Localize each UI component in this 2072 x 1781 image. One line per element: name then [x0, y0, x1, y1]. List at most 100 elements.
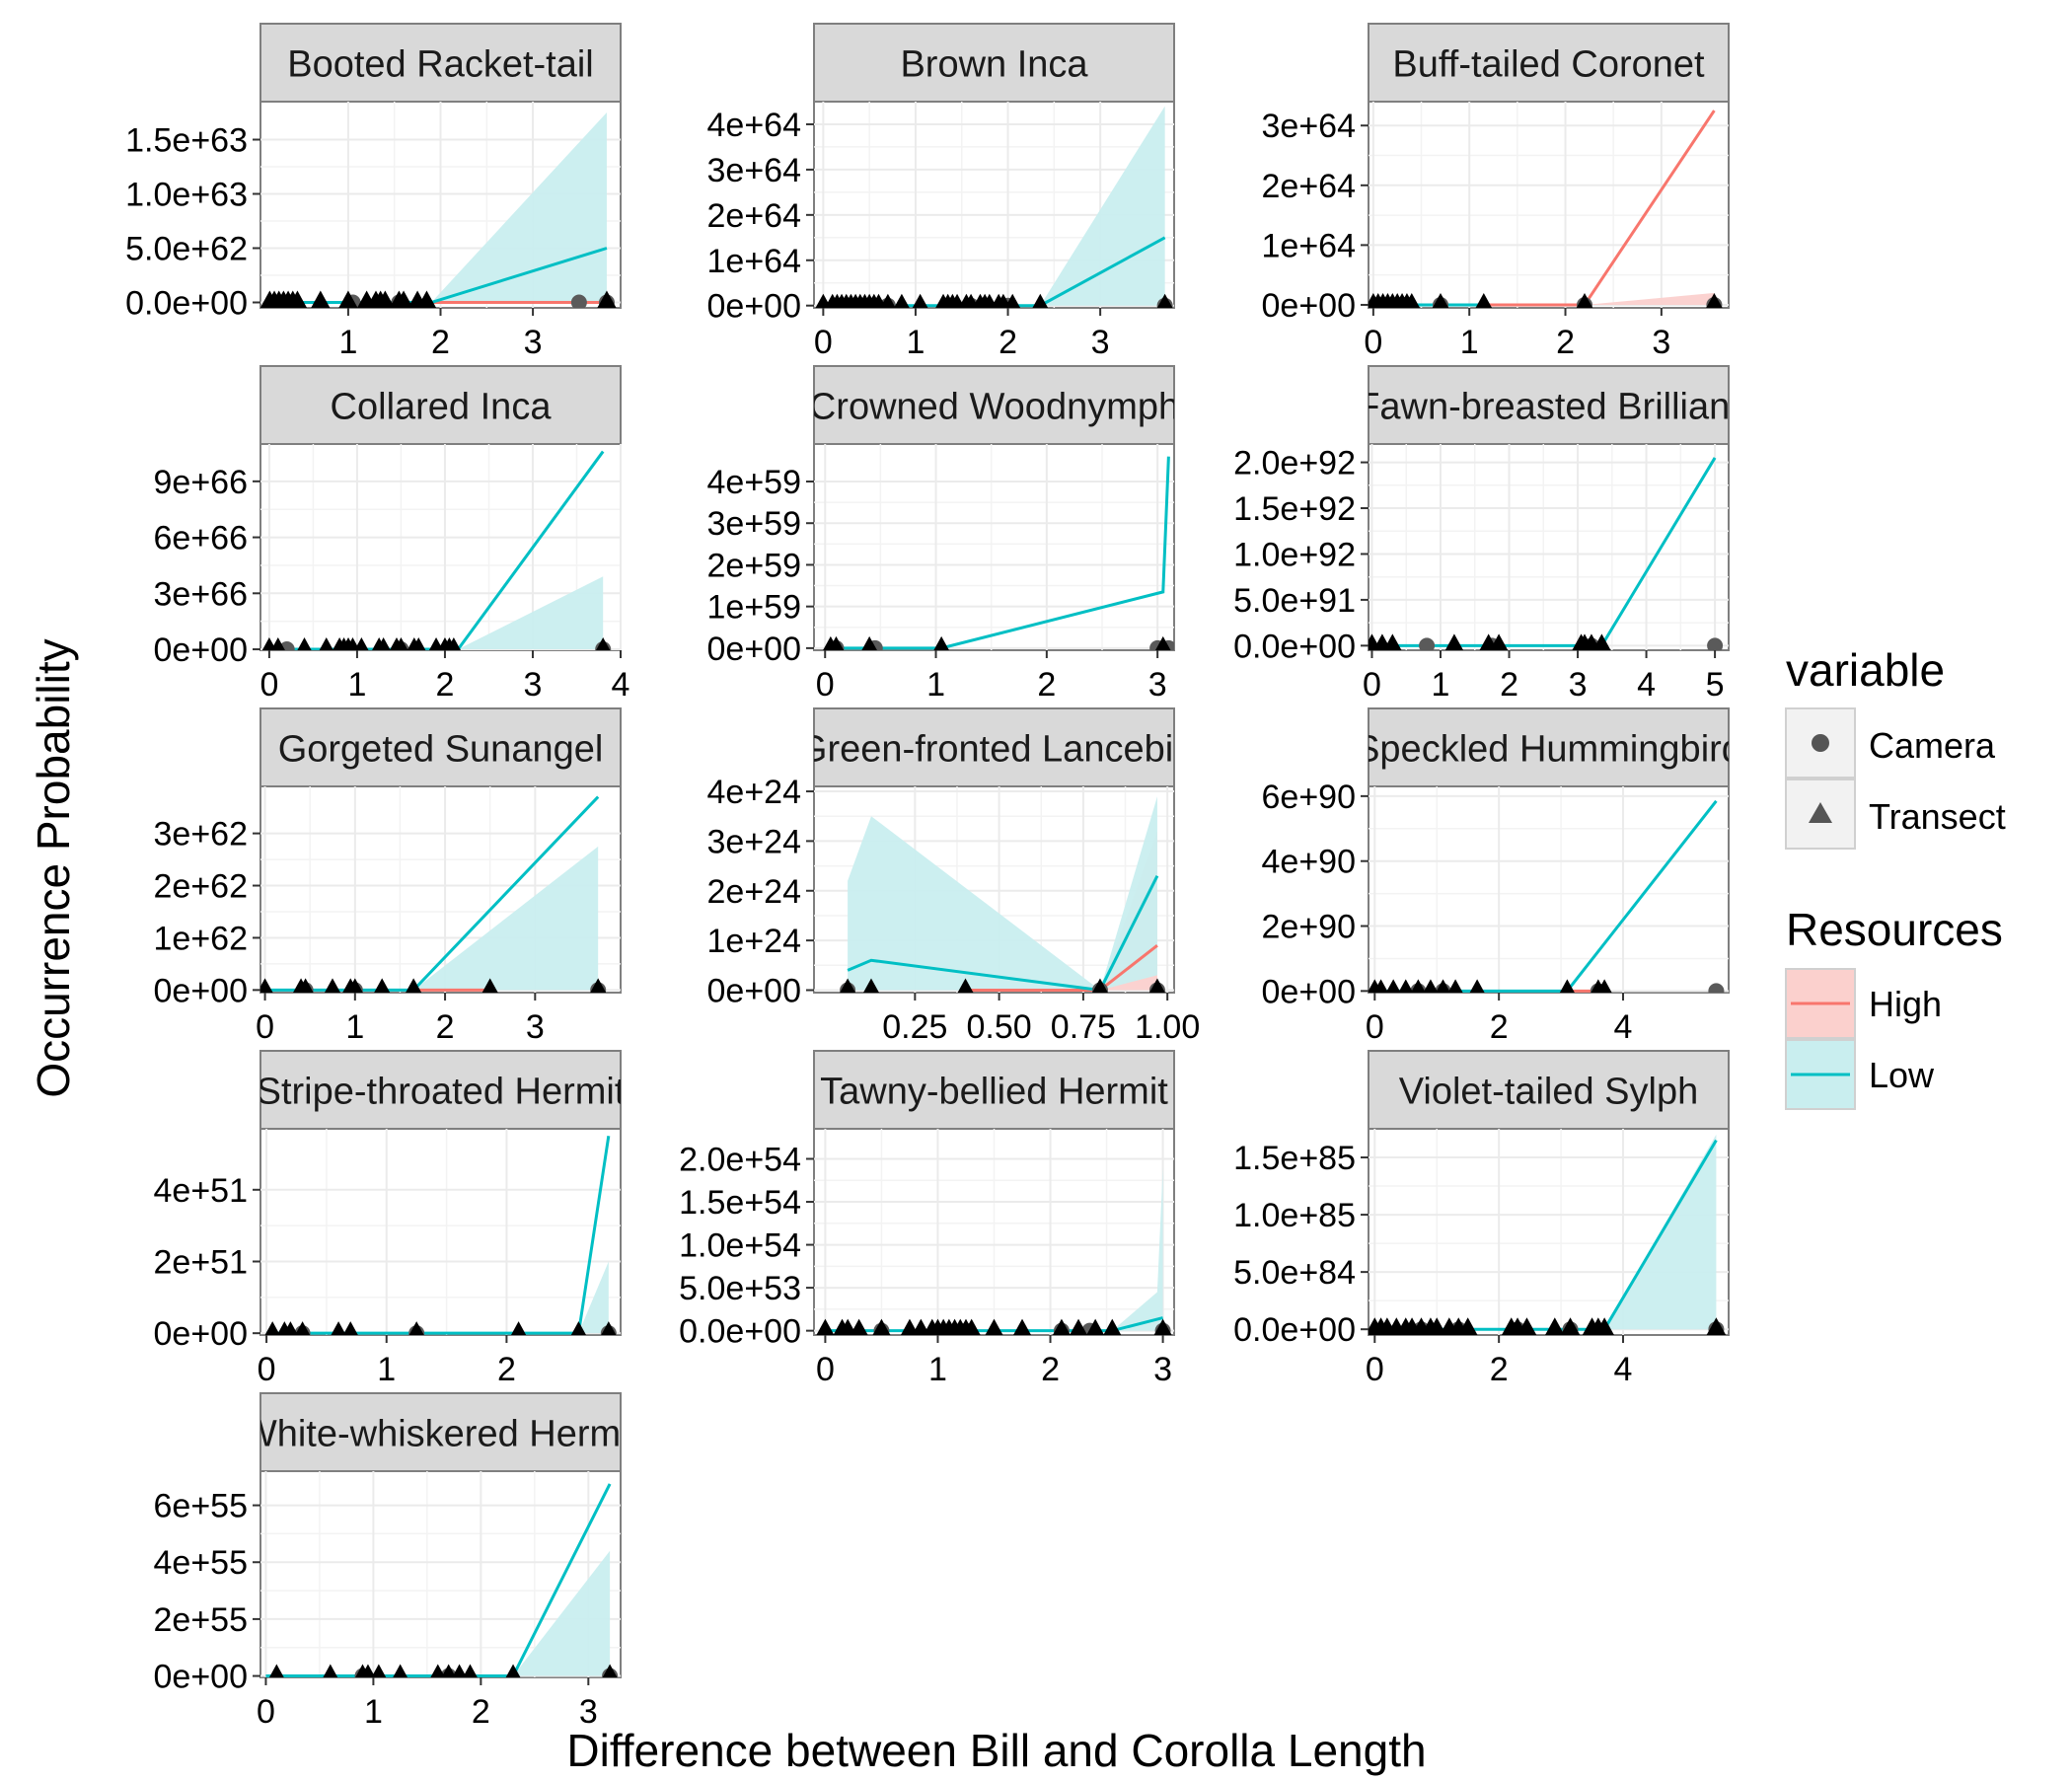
x-tick-label: 3 [1148, 666, 1167, 704]
transect-point [282, 1321, 299, 1335]
legend-item-low: Low [1869, 1055, 1935, 1095]
y-tick-label: 0e+00 [707, 972, 802, 1009]
x-tick-label: 1 [1432, 666, 1450, 704]
x-tick-label: 2 [1490, 1008, 1509, 1046]
plot-data [1369, 110, 1723, 308]
x-tick-label: 3 [524, 324, 543, 361]
x-axis: 0 1 2 3 4 5 [1363, 650, 1725, 704]
x-tick-label: 3 [1652, 324, 1670, 361]
y-axis: 0e+00 1e+24 2e+24 3e+24 4e+24 [707, 774, 814, 1009]
transect-point [596, 637, 611, 650]
y-tick-label: 2.0e+92 [1233, 445, 1356, 482]
x-tick-label: 3 [1569, 666, 1588, 704]
y-tick-label: 3e+64 [707, 152, 802, 189]
y-tick-label: 0e+00 [1262, 287, 1357, 325]
transect-point [441, 1664, 457, 1677]
y-tick-label: 6e+55 [154, 1488, 249, 1525]
transect-point [1070, 1318, 1088, 1335]
x-tick-label: 1 [377, 1351, 396, 1388]
plot-panel [813, 443, 1175, 651]
x-tick-label: 0 [258, 1351, 276, 1388]
y-tick-label: 2e+51 [154, 1243, 249, 1281]
transect-point [268, 1664, 284, 1677]
x-tick-label: 2 [1037, 666, 1056, 704]
transect-point [933, 635, 949, 650]
transect-point [287, 290, 308, 308]
transect-point [1596, 979, 1612, 993]
x-axis: 0 2 4 [1366, 993, 1632, 1046]
transect-point [311, 290, 331, 308]
transect-point [957, 978, 974, 993]
facet-strip [259, 365, 622, 445]
facet-panel: White-whiskered Hermit 0e+00 2e+55 4e+55 6e+… [154, 1392, 640, 1731]
x-axis: 0 1 2 3 [814, 308, 1110, 361]
x-tick-label: 1 [928, 1351, 947, 1388]
y-tick-label: 1.5e+85 [1233, 1140, 1356, 1177]
facet-strip [1368, 365, 1730, 445]
x-tick-label: 1 [926, 666, 945, 704]
facet-title: Green-fronted Lancebill [798, 729, 1190, 771]
y-tick-label: 3e+59 [707, 505, 802, 543]
transect-point [912, 1318, 930, 1335]
transect-point [912, 293, 928, 308]
transect-point [324, 978, 341, 993]
x-tick-label: 1 [338, 324, 357, 361]
transect-point [872, 1318, 891, 1335]
y-tick-label: 6e+90 [1262, 779, 1357, 816]
y-tick-label: 4e+24 [707, 774, 802, 811]
transect-point [1091, 978, 1108, 993]
transect-point [261, 637, 277, 650]
facet-panel: Brown Inca 0e+00 1e+64 2e+64 3e+64 4e+64 0 1 2 3 [707, 23, 1175, 361]
x-tick-label: 3 [579, 1693, 598, 1731]
legend: variable Camera Transect Resources High … [1785, 644, 2006, 1110]
plot-data [1369, 1134, 1727, 1335]
y-tick-label: 9e+66 [154, 464, 249, 501]
facet-title: Brown Inca [900, 44, 1088, 86]
legend-title-resources: Resources [1786, 904, 2003, 955]
x-tick-label: 2 [1490, 1351, 1509, 1388]
facet-strip [813, 1050, 1175, 1130]
ribbon-low [274, 112, 607, 303]
transect-point [1373, 979, 1389, 993]
transect-point [828, 635, 845, 650]
y-axis: 0e+00 1e+64 2e+64 3e+64 [1262, 108, 1369, 325]
transect-point [394, 637, 408, 650]
y-tick-label: 0e+00 [154, 1315, 249, 1353]
y-tick-label: 0e+00 [154, 1659, 249, 1696]
transect-point [1436, 979, 1451, 993]
ribbon-low [1112, 1167, 1163, 1331]
facet-title: White-whiskered Hermit [242, 1414, 640, 1455]
transect-point [411, 637, 426, 650]
x-tick-label: 0 [816, 1351, 835, 1388]
ribbon-low [1374, 1134, 1717, 1330]
x-axis: 0 2 4 [1366, 1335, 1632, 1388]
x-axis: 0 1 2 3 [816, 650, 1167, 704]
camera-key-icon [1812, 734, 1829, 752]
transect-point [1457, 1317, 1478, 1335]
legend-title-variable: variable [1786, 644, 1945, 696]
x-tick-label: 1 [347, 666, 366, 704]
gridlines [814, 444, 1174, 650]
plot-data [1369, 799, 1725, 993]
x-tick-label: 0 [1366, 1008, 1384, 1046]
transect-point [1592, 633, 1611, 650]
transect-point [1148, 978, 1165, 993]
x-tick-label: 1.00 [1135, 1008, 1200, 1046]
transect-point [1489, 633, 1509, 650]
camera-point [1708, 983, 1725, 993]
transect-point [985, 1318, 1003, 1335]
x-tick-label: 2 [435, 666, 454, 704]
transect-point [1103, 1318, 1122, 1335]
facet-strip [813, 365, 1175, 445]
y-tick-label: 4e+90 [1262, 844, 1357, 881]
y-tick-label: 1.5e+92 [1233, 490, 1356, 528]
facet-title: Stripe-throated Hermit [257, 1072, 626, 1113]
x-tick-label: 0 [1364, 324, 1382, 361]
x-tick-label: 0.75 [1051, 1008, 1116, 1046]
transect-point [1398, 979, 1414, 993]
plot-data [265, 1483, 619, 1677]
facet-strip [259, 707, 622, 787]
x-tick-label: 2 [497, 1351, 516, 1388]
legend-item-transect: Transect [1869, 796, 2006, 837]
